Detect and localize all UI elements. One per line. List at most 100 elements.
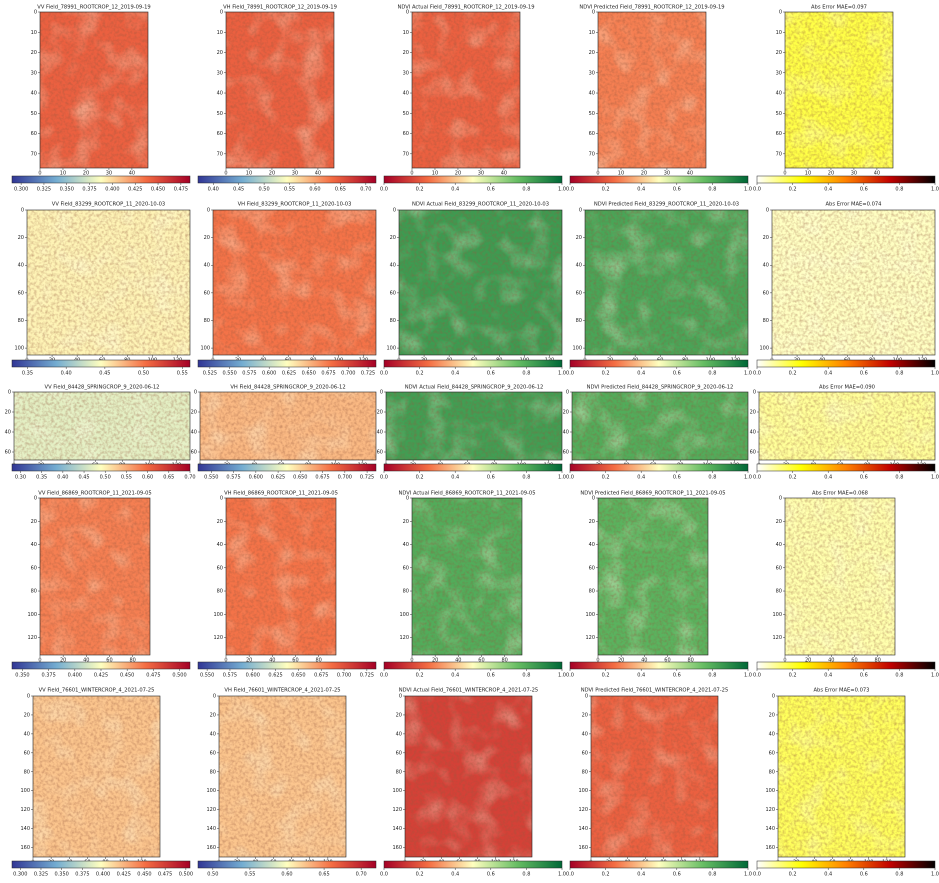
colorbar-tick-label: 0.6 [487,872,495,878]
y-tick-label: 120 [213,635,223,641]
colorbar-tick-label: 0.2 [789,872,797,878]
colorbar-tick-label: 0.45 [233,187,244,193]
y-tick-label: 20 [763,235,769,241]
x-tick-label: 40 [687,171,693,177]
y-tick-label: 80 [769,769,775,775]
colorbar-tick-label: 0.575 [226,475,240,481]
colorbar-tick-label: 0.8 [895,673,903,679]
y-tick-label: 60 [5,450,11,456]
y-tick-label: 40 [396,731,402,737]
x-tick-label: 10 [618,171,624,177]
y-tick-label: 60 [191,450,197,456]
y-tick-label: 80 [776,589,782,595]
y-tick-label: 0 [34,496,37,502]
y-tick-label: 40 [18,263,24,269]
y-tick-label: 40 [390,263,396,269]
colorbar-tick-label: 0.60 [309,187,320,193]
x-tick-label: 20 [246,658,252,664]
panel-title: NDVI Predicted Field_76601_WINTERCROP_4_… [581,688,729,694]
y-tick-label: 40 [589,91,595,97]
colorbar-tick-label: 1.0 [744,673,752,679]
heatmap-noise [213,210,376,355]
panel-title: NDVI Predicted Field_84428_SPRINGCROP_9_… [587,385,734,391]
y-tick-label: 60 [204,290,210,296]
heatmap-noise [785,498,895,655]
colorbar [569,860,749,869]
colorbar-tick-label: 1.0 [558,673,566,679]
heatmap-noise [412,12,520,168]
y-tick-label: 0 [8,390,11,396]
colorbar-tick-label: 0.300 [13,872,27,878]
x-tick-label: 20 [641,171,647,177]
colorbar-tick-label: 0.0 [566,475,574,481]
y-tick-label: 80 [589,589,595,595]
y-tick-label: 80 [582,769,588,775]
y-tick-label: 0 [592,10,595,16]
colorbar-tick-label: 1.0 [931,673,939,679]
y-tick-label: 120 [772,635,782,641]
heatmap-panel: Abs Error MAE=0.073020406080100120020406… [753,688,939,878]
colorbar-tick-label: 0.475 [158,872,172,878]
y-tick-label: 80 [18,318,24,324]
panel-title: NDVI Actual Field_78991_ROOTCROP_12_2019… [397,5,534,11]
colorbar-tick-label: 0.4 [637,872,645,878]
heatmap-panel: NDVI Actual Field_78991_ROOTCROP_12_2019… [380,5,566,193]
y-tick-label: 30 [589,70,595,76]
plot-frame [199,391,377,461]
plot-frame [784,11,894,169]
y-tick-label: 0 [380,390,383,396]
y-tick-label: 0 [766,208,769,214]
plot-frame [411,11,521,169]
heatmap-panel: Abs Error MAE=0.090020406080100120020406… [750,385,939,481]
y-tick-label: 80 [217,589,223,595]
y-tick-label: 40 [576,263,582,269]
colorbar-tick-label: 0.400 [105,187,119,193]
y-tick-label: 140 [392,826,402,832]
y-tick-label: 0 [585,694,588,700]
y-tick-label: 120 [399,635,409,641]
colorbar-tick-label: 0.700 [337,673,351,679]
y-tick-label: 100 [765,788,775,794]
x-tick-label: 40 [83,658,89,664]
y-tick-label: 100 [772,612,782,618]
panel-title: VV Field_84428_SPRINGCROP_9_2020-06-12 [45,385,160,391]
colorbar [569,175,749,184]
y-tick-label: 0 [772,694,775,700]
colorbar [383,860,563,869]
y-tick-label: 20 [776,519,782,525]
colorbar [383,359,563,368]
colorbar-tick-label: 0.0 [380,187,388,193]
y-tick-label: 20 [589,519,595,525]
panel-title: VH Field_84428_SPRINGCROP_9_2020-06-12 [230,385,345,391]
x-tick-label: 0 [410,171,413,177]
plot-frame [39,497,151,656]
y-tick-label: 0 [592,496,595,502]
colorbar-tick-label: 1.0 [744,475,752,481]
heatmap-panel: Abs Error MAE=0.074020406080100120020406… [753,202,939,377]
heatmap-panel: VV Field_78991_ROOTCROP_12_2019-09-190 10… [11,5,191,193]
colorbar-tick-label: 0.450 [137,872,151,878]
colorbar-tick-label: 0.0 [566,371,574,377]
y-tick-label: 100 [213,612,223,618]
heatmap-noise [572,392,748,460]
panel-title: VH Field_76601_WINTERCROP_4_2021-07-25 [224,688,340,694]
colorbar-tick-label: 0.2 [602,475,610,481]
y-tick-label: 70 [776,151,782,157]
heatmap-noise [399,210,562,355]
y-tick-label: 40 [589,542,595,548]
colorbar-tick-label: 0.70 [356,872,367,878]
x-tick-label: 20 [60,658,66,664]
y-tick-label: 20 [750,410,756,416]
colorbar-tick-label: 0.4 [824,371,832,377]
heatmap-panel: NDVI Predicted Field_78991_ROOTCROP_12_2… [566,5,752,193]
y-tick-label: 40 [31,542,37,548]
colorbar-tick-label: 0.0 [753,187,761,193]
y-tick-label: 20 [403,519,409,525]
x-tick-label: 20 [828,171,834,177]
y-tick-label: 80 [763,318,769,324]
y-tick-label: 20 [5,410,11,416]
heatmap-noise [778,696,905,857]
colorbar-tick-label: 0.0 [566,872,574,878]
colorbar-tick-label: 0.4 [637,371,645,377]
